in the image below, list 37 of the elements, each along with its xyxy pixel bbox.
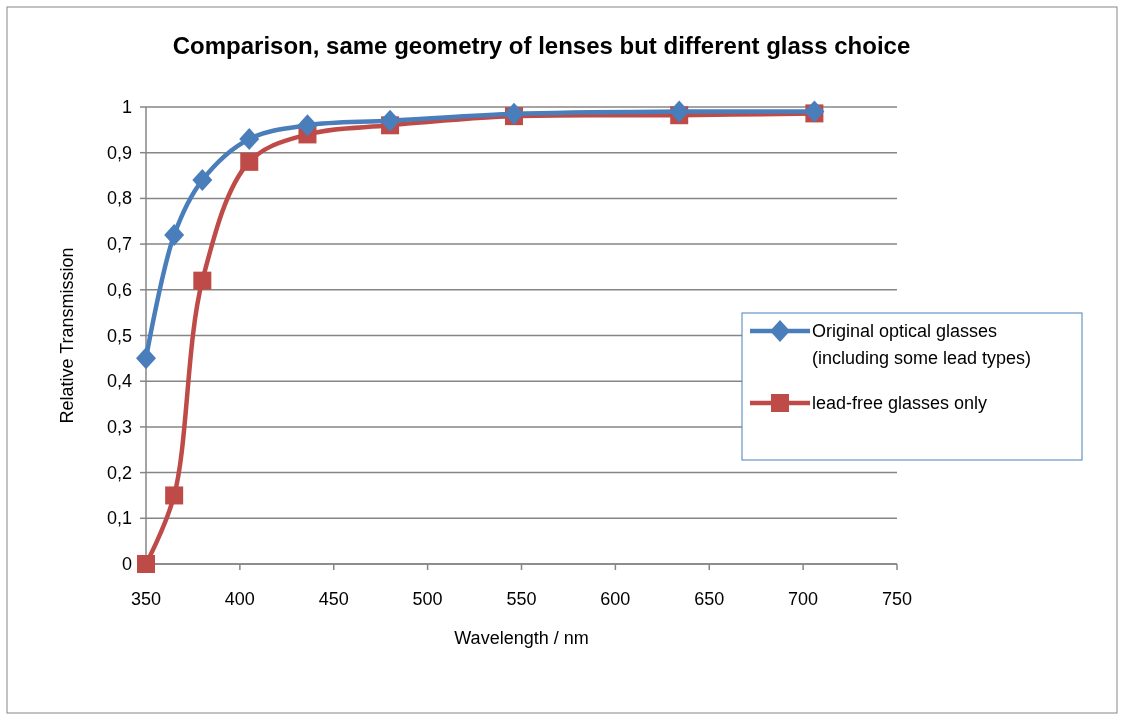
y-tick-label: 0,8: [106, 188, 132, 209]
x-axis-title: Wavelength / nm: [454, 628, 589, 648]
y-tick-label: 0,7: [106, 234, 132, 255]
point: [137, 555, 155, 573]
point: [503, 102, 524, 125]
point: [380, 109, 401, 132]
chart-title: Comparison, same geometry of lenses but different glass choice: [172, 32, 911, 59]
legend-label: lead-free glasses only: [812, 393, 988, 413]
y-tick-label: 0,4: [106, 371, 132, 392]
point: [192, 169, 213, 192]
x-tick-label: 600: [600, 589, 631, 609]
y-tick-label: 0,2: [106, 462, 132, 483]
y-tick-label: 0,9: [106, 142, 132, 163]
point: [164, 223, 185, 246]
x-tick-label: 650: [694, 589, 725, 609]
x-tick-label: 350: [130, 589, 162, 609]
point: [297, 114, 318, 137]
y-tick-label: 1: [121, 97, 132, 117]
x-tick-label: 450: [318, 589, 349, 609]
point: [669, 100, 690, 123]
y-tick-label: 0: [121, 554, 132, 574]
point: [240, 152, 259, 171]
y-tick-label: 0,5: [106, 325, 132, 346]
y-tick-label: 0,1: [106, 508, 132, 529]
x-tick-label: 750: [881, 589, 913, 609]
legend-label: Original optical glasses (including some lead types): [812, 321, 1032, 368]
y-axis-title: Relative Transmission: [57, 247, 77, 424]
point: [193, 271, 212, 290]
y-tick-label: 0,6: [106, 279, 132, 300]
point: [136, 347, 156, 370]
x-tick-label: 400: [224, 589, 255, 609]
x-tick-label: 500: [412, 589, 443, 609]
point: [239, 127, 260, 150]
x-tick-label: 550: [506, 589, 537, 609]
y-tick-label: 0,3: [106, 416, 132, 437]
point: [165, 486, 184, 505]
x-tick-label: 700: [788, 589, 819, 609]
